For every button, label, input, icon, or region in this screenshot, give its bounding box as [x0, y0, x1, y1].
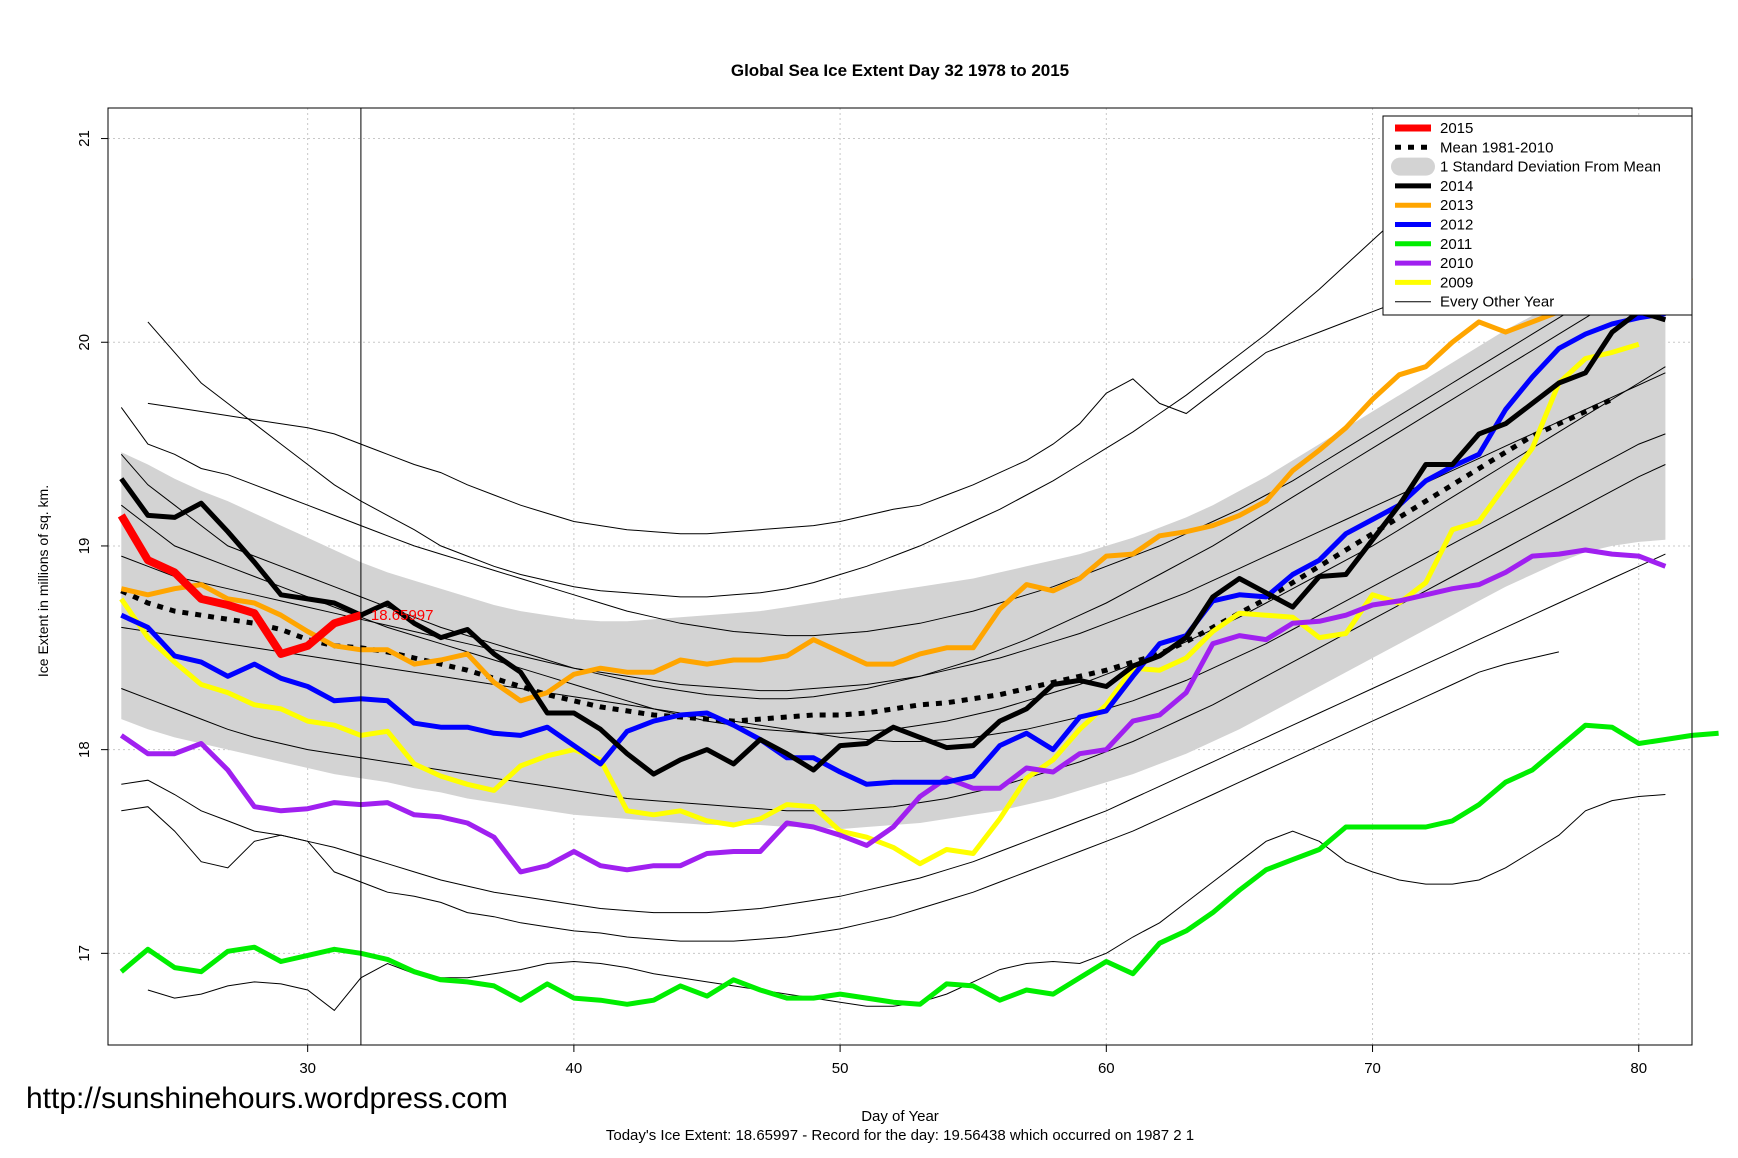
legend-label: 2010 — [1440, 255, 1473, 272]
chart-title: Global Sea Ice Extent Day 32 1978 to 201… — [731, 61, 1069, 80]
other-year-line — [120, 252, 1666, 637]
series-line-2011 — [119, 722, 1719, 1007]
series-line-2010 — [119, 547, 1667, 875]
y-axis: 17 18 19 20 21 — [76, 130, 108, 962]
source-url: http://sunshinehours.wordpress.com — [26, 1082, 508, 1115]
x-tick-label: 70 — [1364, 1060, 1381, 1077]
footer-text: Today's Ice Extent: 18.65997 - Record fo… — [606, 1127, 1194, 1144]
series-line-2012 — [120, 311, 1666, 787]
y-tick-label: 21 — [76, 130, 93, 147]
other-year-line — [147, 794, 1666, 1012]
y-tick-label: 19 — [76, 538, 93, 555]
grid-lines — [108, 108, 1692, 1045]
x-tick-label: 30 — [299, 1060, 316, 1077]
year-series — [117, 274, 1719, 1007]
legend-label: 1 Standard Deviation From Mean — [1440, 159, 1661, 176]
x-tick-label: 40 — [566, 1060, 583, 1077]
legend-label: 2012 — [1440, 217, 1473, 234]
y-tick-label: 20 — [76, 334, 93, 351]
x-tick-label: 60 — [1098, 1060, 1115, 1077]
other-year-line — [147, 138, 1506, 598]
series-line-2015 — [117, 513, 363, 658]
legend-label: 2009 — [1440, 274, 1473, 291]
x-tick-label: 50 — [832, 1060, 849, 1077]
legend-box — [1382, 115, 1693, 316]
x-tick-label: 80 — [1630, 1060, 1647, 1077]
y-axis-label: Ice Extent in millions of sq. km. — [35, 485, 51, 677]
other-year-line — [120, 268, 1666, 700]
other-year-line — [121, 553, 1666, 914]
x-axis: 30 40 50 60 70 80 — [299, 1045, 1647, 1077]
legend-label: 2015 — [1440, 120, 1473, 137]
legend-label: Every Other Year — [1440, 294, 1554, 311]
legend-label: Mean 1981-2010 — [1440, 139, 1553, 156]
legend-swatch — [1391, 157, 1435, 176]
other-year-line — [121, 433, 1666, 742]
series-line-2014 — [119, 309, 1667, 777]
y-tick-label: 18 — [76, 741, 93, 758]
y-tick-label: 17 — [76, 945, 93, 962]
series-line-2013 — [120, 274, 1693, 704]
legend-label: 2014 — [1440, 178, 1473, 195]
legend-label: 2013 — [1440, 197, 1473, 214]
current-value-label: 18.65997 — [371, 607, 434, 624]
x-axis-label: Day of Year — [861, 1108, 939, 1125]
plot-frame — [107, 107, 1693, 1046]
legend-label: 2011 — [1440, 236, 1472, 253]
sd-band — [121, 250, 1666, 830]
legend: 2015 Mean 1981-2010 1 Standard Deviation F… — [1382, 115, 1693, 316]
series-line-2009 — [119, 341, 1640, 867]
